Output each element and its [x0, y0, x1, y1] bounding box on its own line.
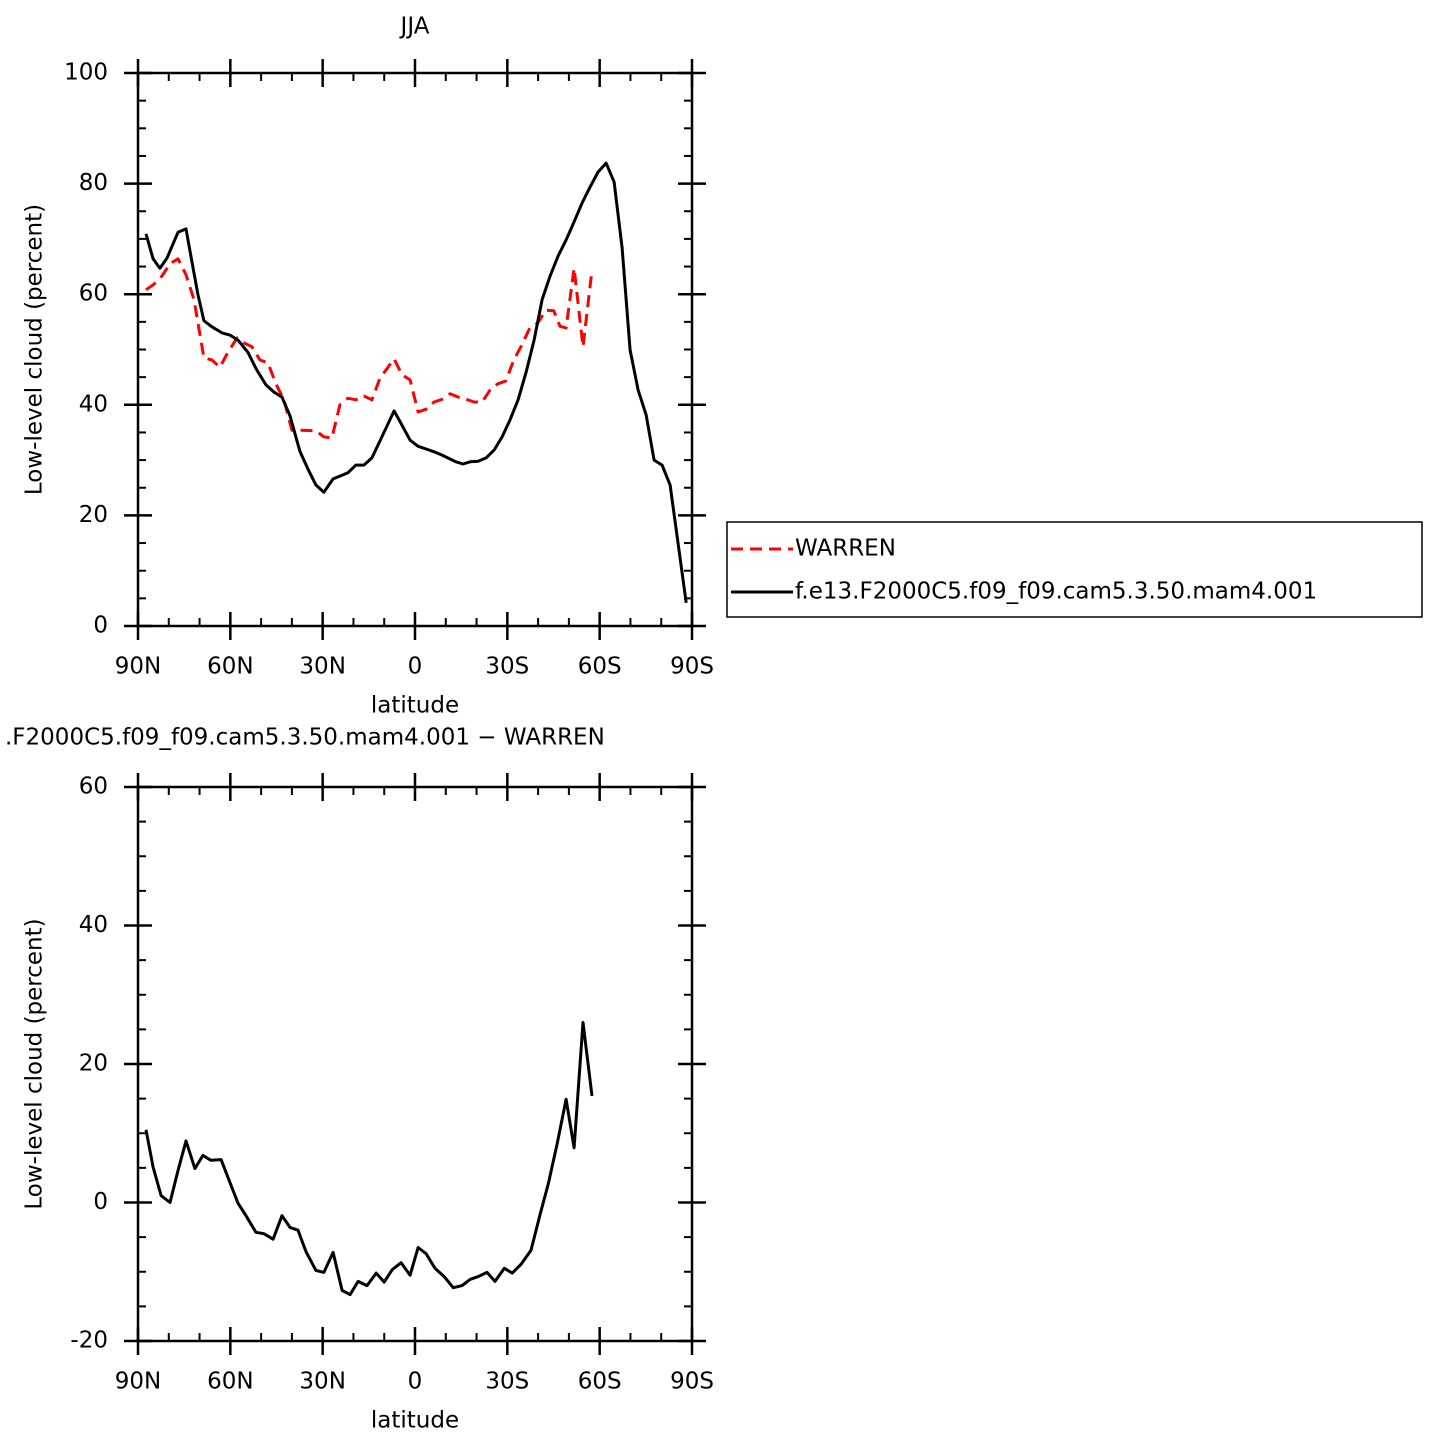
y-tick-label: 0 — [93, 1189, 108, 1215]
y-tick-label: 20 — [79, 502, 108, 528]
y-axis-label: Low-level cloud (percent) — [22, 918, 48, 1209]
chart-title: JJA — [399, 14, 430, 40]
x-tick-label: 90S — [670, 654, 714, 680]
x-tick-label: 30S — [485, 654, 529, 680]
y-tick-label: 20 — [79, 1051, 108, 1077]
line-series — [144, 1021, 594, 1297]
x-tick-label: 60N — [207, 654, 253, 680]
y-tick-label: 60 — [79, 281, 108, 307]
plot-frame — [136, 71, 694, 628]
x-tick-label: 30S — [485, 1369, 529, 1395]
legend-label: WARREN — [795, 536, 896, 562]
y-axis-label: Low-level cloud (percent) — [22, 204, 48, 495]
x-tick-label: 30N — [299, 1369, 345, 1395]
y-tick-label: 40 — [79, 912, 108, 938]
x-tick-label: 90N — [115, 654, 161, 680]
y-tick-label: -20 — [70, 1328, 108, 1354]
x-tick-label: 90S — [670, 1369, 714, 1395]
legend-label: f.e13.F2000C5.f09_f09.cam5.3.50.mam4.001 — [795, 579, 1317, 605]
x-tick-label: 0 — [408, 654, 423, 680]
line-series — [144, 161, 688, 604]
x-axis-label: latitude — [371, 1408, 459, 1434]
x-axis-label: latitude — [371, 693, 459, 719]
y-tick-label: 100 — [64, 60, 108, 86]
y-tick-label: 80 — [79, 170, 108, 196]
chart-title: .F2000C5.f09_f09.cam5.3.50.mam4.001 − WA… — [5, 725, 605, 751]
x-tick-label: 60S — [578, 1369, 622, 1395]
x-tick-label: 60S — [578, 654, 622, 680]
x-tick-label: 30N — [299, 654, 345, 680]
y-tick-label: 0 — [93, 613, 108, 639]
y-tick-label: 40 — [79, 391, 108, 417]
y-tick-label: 60 — [79, 774, 108, 800]
x-tick-label: 60N — [207, 1369, 253, 1395]
x-tick-label: 90N — [115, 1369, 161, 1395]
line-series — [145, 257, 594, 440]
legend-box — [726, 521, 1423, 618]
x-tick-label: 0 — [408, 1369, 423, 1395]
